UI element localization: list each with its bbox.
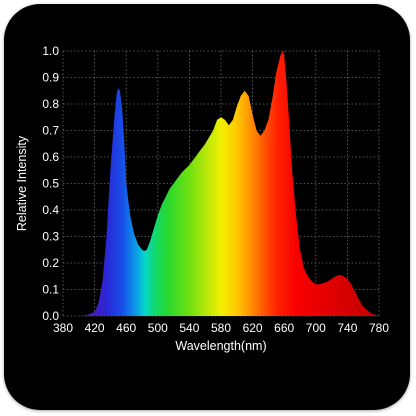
spectrum-area xyxy=(63,51,379,316)
x-tick-label: 500 xyxy=(148,321,168,335)
x-tick-label: 700 xyxy=(306,321,326,335)
x-tick-label: 660 xyxy=(274,321,294,335)
y-tick-label: 0.2 xyxy=(42,256,59,270)
y-tick-label: 0.7 xyxy=(42,124,59,138)
y-axis-title: Relative Intensity xyxy=(15,135,29,231)
y-tick-label: 0.8 xyxy=(42,97,59,111)
x-tick-label: 580 xyxy=(211,321,231,335)
x-axis-title: Wavelength(nm) xyxy=(175,339,266,353)
y-tick-label: 0.6 xyxy=(42,150,59,164)
y-tick-label: 0.9 xyxy=(42,71,59,85)
y-tick-label: 0.4 xyxy=(42,203,59,217)
spectrum-series xyxy=(63,51,379,316)
x-axis-ticks: 380 420 460 500 540 580 620 660 700 740 780 xyxy=(53,321,389,335)
y-tick-label: 0.0 xyxy=(42,309,59,323)
x-tick-label: 620 xyxy=(243,321,263,335)
x-tick-label: 460 xyxy=(116,321,136,335)
x-tick-label: 380 xyxy=(53,321,73,335)
spectrum-chart: 380 420 460 500 540 580 620 660 700 740 780 0.0 0.1… xyxy=(15,44,389,353)
y-axis-ticks: 0.0 0.1 0.2 0.3 0.4 0.5 0.6 0.7 0.8 0.9 1.0 xyxy=(42,44,59,323)
x-tick-label: 540 xyxy=(179,321,199,335)
y-tick-label: 0.5 xyxy=(42,177,59,191)
chart-card: 380 420 460 500 540 580 620 660 700 740 780 0.0 0.1… xyxy=(4,4,410,410)
x-tick-label: 740 xyxy=(337,321,357,335)
x-tick-label: 420 xyxy=(85,321,105,335)
y-tick-label: 0.1 xyxy=(42,283,59,297)
y-tick-label: 0.3 xyxy=(42,230,59,244)
x-tick-label: 780 xyxy=(369,321,389,335)
y-tick-label: 1.0 xyxy=(42,44,59,58)
